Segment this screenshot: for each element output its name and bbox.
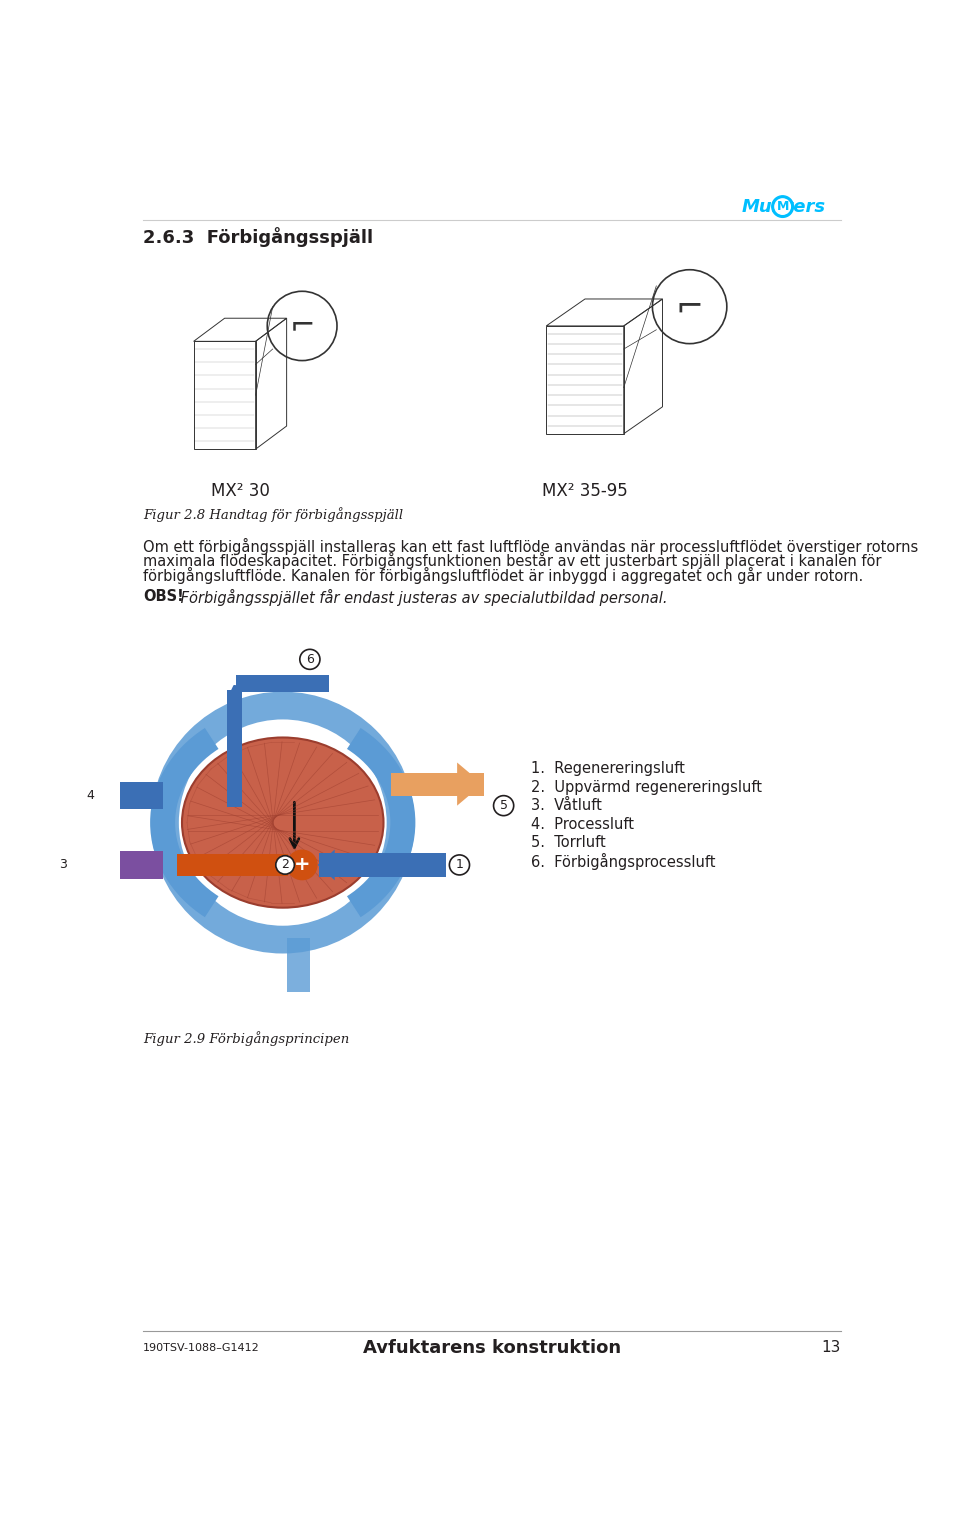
- Text: 13: 13: [822, 1341, 841, 1355]
- Text: 3: 3: [59, 858, 66, 872]
- FancyBboxPatch shape: [319, 853, 445, 878]
- Text: 190TSV-1088–G1412: 190TSV-1088–G1412: [143, 1342, 260, 1353]
- FancyBboxPatch shape: [177, 855, 288, 876]
- Circle shape: [775, 199, 790, 214]
- Circle shape: [772, 196, 794, 217]
- Text: 2.6.3  Förbigångsspjäll: 2.6.3 Förbigångsspjäll: [143, 228, 373, 248]
- Text: Munters: Munters: [741, 197, 826, 216]
- Circle shape: [287, 850, 318, 881]
- Text: 2.  Uppvärmd regenereringsluft: 2. Uppvärmd regenereringsluft: [531, 780, 761, 795]
- FancyBboxPatch shape: [97, 852, 162, 879]
- Polygon shape: [75, 849, 103, 882]
- Circle shape: [493, 795, 514, 815]
- Text: 6.  Förbigångsprocessluft: 6. Förbigångsprocessluft: [531, 853, 715, 870]
- Text: 3.  Våtluft: 3. Våtluft: [531, 798, 602, 813]
- Text: OBS!: OBS!: [143, 589, 184, 604]
- Polygon shape: [457, 763, 483, 806]
- Text: 5.  Torrluft: 5. Torrluft: [531, 835, 606, 850]
- Ellipse shape: [182, 737, 383, 908]
- Circle shape: [276, 856, 295, 875]
- Text: Avfuktarens konstruktion: Avfuktarens konstruktion: [363, 1339, 621, 1356]
- Circle shape: [449, 855, 469, 875]
- FancyBboxPatch shape: [236, 674, 329, 691]
- Text: Om ett förbigångsspjäll installeras kan ett fast luftflöde användas när processl: Om ett förbigångsspjäll installeras kan …: [143, 538, 919, 555]
- FancyBboxPatch shape: [105, 781, 162, 809]
- FancyBboxPatch shape: [287, 939, 310, 992]
- Text: 6: 6: [306, 653, 314, 665]
- Text: ⌐: ⌐: [676, 291, 704, 323]
- Text: MX² 35-95: MX² 35-95: [542, 483, 628, 500]
- Text: 5: 5: [499, 800, 508, 812]
- Circle shape: [81, 786, 101, 806]
- Text: ⌐: ⌐: [289, 312, 315, 341]
- Text: Figur 2.8 Handtag för förbigångsspjäll: Figur 2.8 Handtag för förbigångsspjäll: [143, 508, 403, 521]
- FancyBboxPatch shape: [227, 690, 243, 807]
- Text: 1: 1: [455, 858, 464, 872]
- Text: MX² 30: MX² 30: [210, 483, 270, 500]
- Text: M: M: [777, 200, 789, 213]
- Text: maximala flödeskapacitet. Förbigångsfunktionen består av ett justerbart spjäll p: maximala flödeskapacitet. Förbigångsfunk…: [143, 552, 881, 569]
- Text: Förbigångsspjället får endast justeras av specialutbildad personal.: Förbigångsspjället får endast justeras a…: [176, 589, 667, 607]
- Text: 4.  Processluft: 4. Processluft: [531, 816, 634, 832]
- Circle shape: [53, 855, 73, 875]
- Text: 2: 2: [281, 858, 289, 872]
- Text: 4: 4: [86, 789, 94, 803]
- FancyBboxPatch shape: [392, 772, 484, 795]
- Text: Figur 2.9 Förbigångsprincipen: Figur 2.9 Förbigångsprincipen: [143, 1031, 349, 1046]
- Circle shape: [300, 650, 320, 670]
- Text: förbigångsluftflöde. Kanalen för förbigångsluftflödet är inbyggd i aggregatet oc: förbigångsluftflöde. Kanalen för förbigå…: [143, 567, 863, 584]
- Text: 1.  Regenereringsluft: 1. Regenereringsluft: [531, 761, 684, 777]
- Polygon shape: [318, 850, 335, 881]
- Text: +: +: [294, 855, 310, 875]
